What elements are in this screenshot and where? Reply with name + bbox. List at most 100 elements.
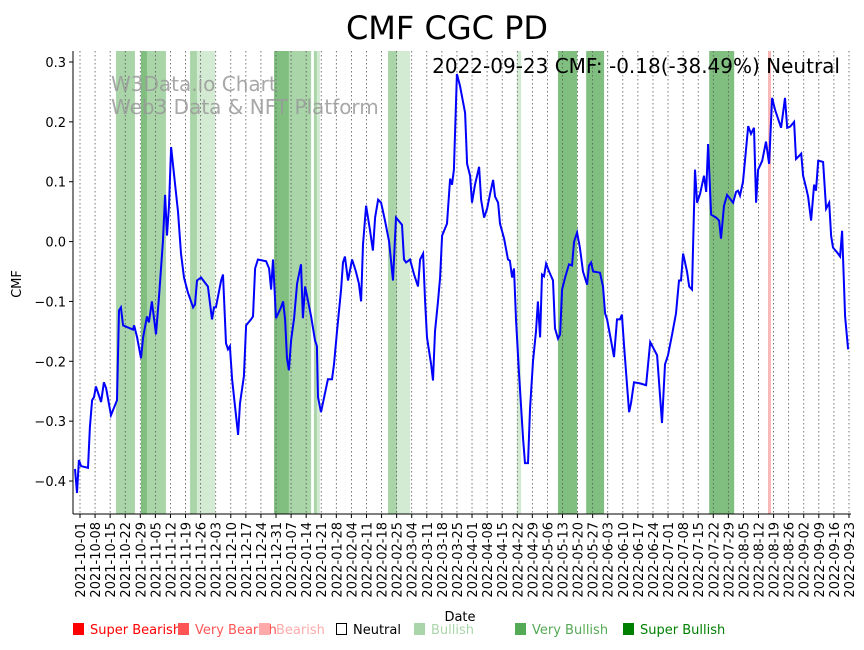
sentiment-band-mid: [288, 51, 312, 514]
x-tick-label: 2022-08-12: [753, 522, 768, 598]
x-tick-label: 2021-12-03: [210, 522, 225, 598]
legend-label: Bearish: [276, 623, 325, 638]
x-tick-label: 2022-06-17: [632, 522, 647, 598]
x-tick-label: 2022-06-10: [617, 522, 632, 598]
y-ticks: 0.3 0.2 0.1 0.0 −0.1 −0.2 −0.3 −0.4: [34, 56, 73, 490]
legend-swatch: [623, 623, 634, 635]
y-tick-label: 0.3: [45, 56, 66, 71]
watermark-line-2: Web3 Data & NFT Platform: [111, 95, 379, 119]
x-tick-label: 2022-03-18: [436, 522, 451, 598]
legend-item: Very Bearish: [178, 623, 277, 638]
x-tick-label: 2021-12-24: [255, 522, 270, 598]
y-tick-label: −0.2: [34, 355, 66, 370]
x-tick-label: 2022-07-15: [692, 522, 707, 598]
y-tick-label: 0.1: [45, 176, 66, 191]
legend-swatch: [414, 623, 425, 635]
x-tick-label: 2022-05-06: [541, 522, 556, 598]
x-tick-label: 2022-03-11: [421, 522, 436, 598]
cmf-series-line: [74, 73, 850, 494]
x-tick-label: 2022-01-28: [330, 522, 345, 598]
x-tick-label: 2021-10-01: [74, 522, 89, 598]
x-tick-label: 2022-07-08: [677, 522, 692, 598]
x-tick-label: 2022-03-25: [451, 522, 466, 598]
x-tick-label: 2021-12-10: [225, 522, 240, 598]
sentiment-band-light: [316, 51, 320, 514]
sentiment-band-dark: [274, 51, 289, 514]
x-tick-label: 2021-12-31: [270, 522, 285, 598]
sentiment-band-bearish: [767, 51, 772, 514]
legend-item: Bullish: [414, 623, 474, 638]
legend-item: Neutral: [336, 623, 401, 638]
axes: [72, 51, 851, 515]
x-tick-label: 2022-05-27: [587, 522, 602, 598]
legend-label: Super Bullish: [640, 623, 725, 638]
x-tick-label: 2022-08-26: [783, 522, 798, 598]
sentiment-band-mid: [115, 51, 135, 514]
x-tick-label: 2022-03-04: [406, 522, 421, 598]
x-tick-label: 2022-07-01: [662, 522, 677, 598]
x-tick-label: 2021-10-08: [89, 522, 104, 598]
x-tick-label: 2022-01-14: [300, 522, 315, 598]
legend: Super Bearish Very Bearish Bearish Neutral B…: [73, 623, 725, 638]
x-tick-label: 2022-09-16: [828, 522, 843, 598]
legend-item: Very Bullish: [515, 623, 608, 638]
legend-item: Super Bullish: [623, 623, 725, 638]
x-tick-label: 2021-11-05: [149, 522, 164, 598]
watermark-line-1: W3Data.io Chart: [111, 72, 277, 96]
x-axis-label: Date: [444, 610, 475, 625]
vertical-gridlines: [79, 51, 850, 514]
x-tick-label: 2022-02-11: [360, 522, 375, 598]
y-axis-label: CMF: [10, 270, 25, 298]
x-tick-label: 2022-01-21: [315, 522, 330, 598]
x-tick-label: 2022-06-24: [647, 522, 662, 598]
x-ticks: 2021-10-01 2021-10-08 2021-10-15 2021-10-22…: [74, 514, 858, 598]
sentiment-band-mid: [388, 51, 398, 514]
x-tick-label: 2022-07-22: [707, 522, 722, 598]
legend-swatch: [178, 623, 189, 635]
legend-swatch: [336, 623, 347, 635]
latest-value-annotation: 2022-09-23 CMF: -0.18(-38.49%) Neutral: [432, 54, 840, 78]
x-tick-label: 2022-04-15: [496, 522, 511, 598]
sentiment-band-mid: [190, 51, 197, 514]
legend-label: Bullish: [431, 623, 474, 638]
legend-item: Bearish: [259, 623, 325, 638]
x-tick-label: 2022-09-02: [798, 522, 813, 598]
y-tick-label: 0.0: [45, 236, 66, 251]
x-tick-label: 2021-10-29: [134, 522, 149, 598]
x-tick-label: 2022-02-25: [391, 522, 406, 598]
x-tick-label: 2022-04-22: [511, 522, 526, 598]
x-tick-label: 2022-09-23: [843, 522, 858, 598]
y-tick-label: −0.3: [34, 415, 66, 430]
x-tick-label: 2022-01-07: [285, 522, 300, 598]
x-tick-label: 2022-06-03: [602, 522, 617, 598]
x-tick-label: 2022-02-18: [376, 522, 391, 598]
x-tick-label: 2021-10-22: [119, 522, 134, 598]
x-tick-label: 2022-04-08: [481, 522, 496, 598]
x-tick-label: 2021-11-26: [195, 522, 210, 598]
legend-label: Neutral: [353, 623, 401, 638]
legend-label: Very Bearish: [195, 623, 277, 638]
x-tick-label: 2021-12-17: [240, 522, 255, 598]
y-tick-label: 0.2: [45, 116, 66, 131]
x-tick-label: 2022-02-04: [345, 522, 360, 598]
sentiment-bands: [115, 51, 772, 514]
sentiment-band-dark: [557, 51, 578, 514]
x-tick-label: 2021-11-12: [164, 522, 179, 598]
legend-label: Very Bullish: [532, 623, 608, 638]
x-tick-label: 2022-04-29: [526, 522, 541, 598]
x-tick-label: 2022-08-05: [737, 522, 752, 598]
legend-swatch: [73, 623, 84, 635]
y-tick-label: −0.4: [34, 475, 66, 490]
sentiment-band-dark: [140, 51, 147, 514]
x-tick-label: 2022-04-01: [466, 522, 481, 598]
y-tick-label: −0.1: [34, 295, 66, 310]
x-tick-label: 2021-10-15: [104, 522, 119, 598]
legend-label: Super Bearish: [90, 623, 181, 638]
x-tick-label: 2022-09-09: [813, 522, 828, 598]
chart-title: CMF CGC PD: [346, 9, 548, 47]
sentiment-band-light: [397, 51, 410, 514]
sentiment-band-mid: [146, 51, 166, 514]
legend-swatch: [259, 623, 270, 635]
sentiment-band-light: [517, 51, 522, 514]
